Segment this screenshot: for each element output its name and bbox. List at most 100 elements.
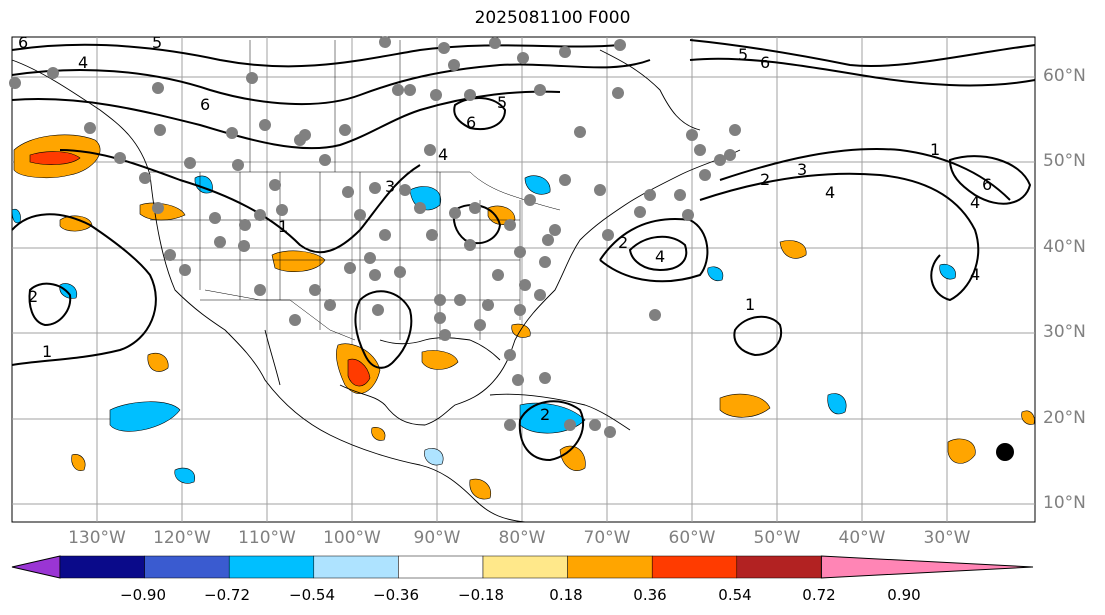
colorbar-tick-label: −0.90 <box>120 586 166 604</box>
station-marker <box>226 127 238 139</box>
station-marker <box>289 314 301 326</box>
colorbar-tick-label: 0.90 <box>887 586 921 604</box>
station-marker <box>682 209 694 221</box>
station-marker <box>492 269 504 281</box>
storm-marker <box>996 443 1014 461</box>
station-marker <box>534 289 546 301</box>
colorbar-tick-label: 0.36 <box>633 586 667 604</box>
station-marker <box>414 202 426 214</box>
colorbar-segment <box>736 555 822 579</box>
station-marker <box>539 256 551 268</box>
contour-label: 6 <box>466 113 476 132</box>
positive-anomaly <box>469 478 492 500</box>
station-marker <box>254 209 266 221</box>
station-marker <box>214 236 226 248</box>
station-marker <box>424 144 436 156</box>
strong-positive-anomaly <box>347 358 371 387</box>
contour-label: 3 <box>797 160 807 179</box>
station-marker <box>404 84 416 96</box>
station-marker <box>602 229 614 241</box>
station-marker <box>439 329 451 341</box>
station-marker <box>254 284 266 296</box>
station-marker <box>512 374 524 386</box>
lat-label: 10°N <box>1043 493 1086 513</box>
station-marker <box>542 234 554 246</box>
lon-label: 100°W <box>323 528 381 548</box>
colorbar-segment <box>398 555 484 579</box>
station-marker <box>9 77 21 89</box>
station-marker <box>729 124 741 136</box>
lon-label: 90°W <box>413 528 461 548</box>
station-marker <box>152 202 164 214</box>
station-marker <box>464 89 476 101</box>
station-marker <box>152 82 164 94</box>
negative-anomaly <box>109 401 181 432</box>
station-marker <box>238 240 250 252</box>
station-marker <box>714 154 726 166</box>
colorbar-tick-label: −0.36 <box>373 586 419 604</box>
contour-label: 1 <box>278 217 288 236</box>
station-marker <box>369 269 381 281</box>
colorbar-tick-label: −0.18 <box>458 586 504 604</box>
station-marker <box>342 186 354 198</box>
station-marker <box>339 124 351 136</box>
colorbar <box>11 555 1034 579</box>
station-marker <box>612 87 624 99</box>
contour-label: 5 <box>738 45 748 64</box>
negative-anomaly <box>939 263 956 280</box>
station-marker <box>464 239 476 251</box>
station-marker <box>434 312 446 324</box>
contours <box>11 39 1036 462</box>
positive-anomaly <box>947 438 976 464</box>
contour-label: 2 <box>540 405 550 424</box>
lat-label: 40°N <box>1043 237 1086 257</box>
contour-label: 4 <box>438 145 448 164</box>
station-marker <box>519 279 531 291</box>
station-marker <box>594 184 606 196</box>
station-marker <box>430 89 442 101</box>
contour-label: 2 <box>618 233 628 252</box>
lon-label: 110°W <box>238 528 296 548</box>
colorbar-tick-label: 0.18 <box>549 586 583 604</box>
colorbar-segment <box>482 555 568 579</box>
station-marker <box>47 67 59 79</box>
positive-anomaly <box>371 427 386 441</box>
contour-label: 5 <box>497 93 507 112</box>
station-marker <box>517 52 529 64</box>
lon-label: 120°W <box>153 528 211 548</box>
lat-label: 20°N <box>1043 408 1086 428</box>
contour-label: 4 <box>825 183 835 202</box>
station-marker <box>434 294 446 306</box>
contour-label: 5 <box>152 33 162 52</box>
positive-anomaly <box>511 323 531 338</box>
negative-anomaly <box>707 266 724 281</box>
station-marker <box>324 299 336 311</box>
station-marker <box>574 126 586 138</box>
map-title: 2025081100 F000 <box>474 8 631 28</box>
station-marker <box>449 207 461 219</box>
station-marker <box>379 229 391 241</box>
colorbar-segment <box>228 555 315 579</box>
positive-anomaly <box>71 454 86 471</box>
colorbar-tick-label: 0.72 <box>802 586 836 604</box>
station-marker <box>604 426 616 438</box>
station-marker <box>319 154 331 166</box>
station-marker <box>724 149 736 161</box>
station-marker <box>699 169 711 181</box>
positive-anomaly <box>147 352 169 372</box>
colorbar-tick-label: −0.72 <box>204 586 250 604</box>
contour-label: 6 <box>982 175 992 194</box>
station-marker <box>482 299 494 311</box>
station-marker <box>534 84 546 96</box>
contour-label: 4 <box>970 265 980 284</box>
station-marker <box>139 172 151 184</box>
contour-label: 3 <box>385 177 395 196</box>
contour-label: 6 <box>200 95 210 114</box>
station-marker <box>539 372 551 384</box>
contour-label: 1 <box>42 342 52 361</box>
station-marker <box>589 419 601 431</box>
colorbar-segment <box>59 555 145 579</box>
station-marker <box>504 219 516 231</box>
strong-positive-anomaly <box>29 151 81 165</box>
station-marker <box>504 349 516 361</box>
